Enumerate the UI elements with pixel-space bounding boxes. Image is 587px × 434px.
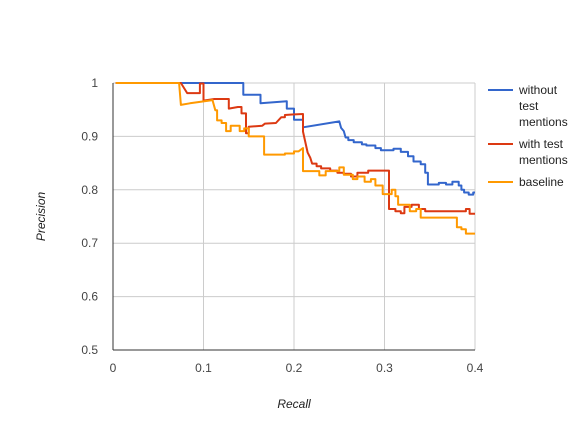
series-lines [115, 82, 475, 235]
legend-label: mentions [519, 153, 568, 167]
legend-item-2: with test mentions [488, 137, 568, 167]
y-tick-label: 1 [91, 76, 98, 90]
y-axis-title: Precision [34, 192, 48, 242]
x-tick-label: 0 [110, 361, 117, 375]
legend-label: with test [518, 137, 564, 151]
series-line-3 [115, 82, 475, 235]
legend-label: baseline [519, 175, 564, 189]
x-axis-title: Recall [277, 397, 311, 411]
legend: without test mentions with test mentions base… [488, 83, 568, 189]
y-tick-label: 0.9 [81, 129, 98, 143]
y-tick-label: 0.8 [81, 183, 98, 197]
series-line-2 [115, 82, 475, 215]
y-tick-label: 0.7 [81, 236, 98, 250]
tick-labels: 0 0.1 0.2 0.3 0.4 0.5 0.6 0.7 0.8 0.9 1 [81, 76, 483, 375]
axes [112, 83, 475, 351]
x-tick-label: 0.4 [467, 361, 484, 375]
legend-item-1: without test mentions [488, 83, 568, 129]
legend-label: without [518, 83, 558, 97]
legend-label: test [519, 99, 539, 113]
legend-label: mentions [519, 115, 568, 129]
y-tick-label: 0.6 [81, 290, 98, 304]
x-tick-label: 0.1 [195, 361, 212, 375]
x-tick-label: 0.3 [376, 361, 393, 375]
y-tick-label: 0.5 [81, 343, 98, 357]
legend-item-3: baseline [488, 175, 564, 189]
x-tick-label: 0.2 [286, 361, 303, 375]
